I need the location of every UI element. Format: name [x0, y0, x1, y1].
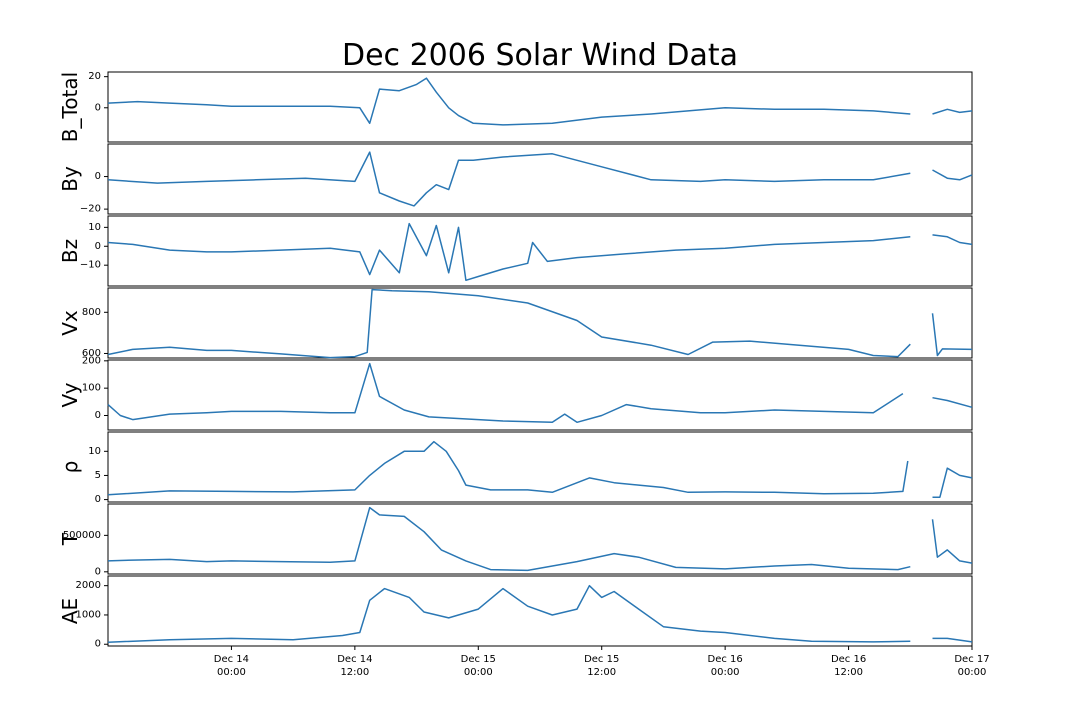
y-tick-label: −20	[80, 204, 101, 215]
plot-frame	[107, 71, 973, 143]
series-line-b	[932, 234, 973, 246]
x-tick-date: Dec 16	[831, 654, 866, 665]
panel-vy: Vy 0 100 200	[58, 355, 973, 431]
series-line-b	[932, 396, 973, 409]
panel-t: T 0 500000	[58, 503, 973, 577]
y-tick-label: 100	[82, 383, 101, 394]
series-line-b	[932, 467, 973, 498]
y-tick-label: 1000	[76, 609, 101, 620]
y-axis-label: Vy	[58, 382, 82, 407]
chart-title: Dec 2006 Solar Wind Data	[342, 38, 738, 73]
y-axis-label: B_Total	[58, 72, 82, 142]
y-tick-label: 0	[95, 410, 101, 421]
y-tick-label: 10	[88, 446, 101, 457]
y-axis-label: Bz	[58, 239, 82, 263]
x-tick-date: Dec 16	[708, 654, 743, 665]
panel-rho: ρ 0 5 10	[58, 431, 973, 505]
x-tick-time: 00:00	[958, 667, 987, 678]
series-line-a	[107, 77, 911, 126]
x-tick-date: Dec 15	[584, 654, 619, 665]
panel-ae: AE 0 1000 2000	[58, 575, 973, 650]
panel-by: By −20 0	[58, 143, 973, 215]
plot-frame	[107, 143, 973, 215]
plot-frame	[107, 359, 973, 431]
y-tick-label: 5	[95, 470, 101, 481]
x-tick-time: 00:00	[217, 667, 246, 678]
x-tick-time: 00:00	[464, 667, 493, 678]
y-axis-label: By	[58, 166, 82, 192]
series-line-a	[107, 222, 911, 282]
panel-b-total: B_Total 0 20	[58, 71, 973, 143]
series-line-b	[931, 519, 973, 564]
y-tick-label: 20	[88, 71, 101, 82]
y-tick-label: 600	[82, 348, 101, 359]
series-line-a	[107, 151, 911, 207]
y-tick-label: 0	[95, 102, 101, 113]
x-tick-date: Dec 14	[337, 654, 372, 665]
y-tick-label: 0	[95, 494, 101, 505]
x-tick-date: Dec 17	[954, 654, 989, 665]
y-tick-label: −10	[80, 260, 101, 271]
y-tick-label: 200	[82, 355, 101, 366]
series-line-a	[107, 506, 911, 572]
x-tick-time: 12:00	[587, 667, 616, 678]
series-line-b	[932, 169, 973, 181]
series-line-b	[931, 313, 973, 357]
x-axis: Dec 14 00:00 Dec 14 12:00 Dec 15 00:00 Dec 15 1…	[214, 646, 990, 678]
y-tick-label: 800	[82, 307, 101, 318]
y-tick-label: 0	[95, 171, 101, 182]
y-axis-label: T	[58, 532, 82, 546]
series-line-b	[932, 637, 973, 643]
plot-frame	[107, 503, 973, 575]
x-tick-date: Dec 14	[214, 654, 249, 665]
plot-frame	[107, 575, 973, 647]
y-tick-label: 0	[95, 241, 101, 252]
y-axis-label: AE	[58, 598, 82, 624]
x-tick-time: 12:00	[340, 667, 369, 678]
y-tick-label: 500000	[63, 530, 101, 541]
y-tick-label: 0	[95, 566, 101, 577]
y-tick-label: 2000	[76, 580, 101, 591]
x-tick-time: 00:00	[711, 667, 740, 678]
series-line-a	[107, 362, 904, 424]
series-line-a	[107, 440, 909, 496]
y-axis-label: Vx	[58, 310, 82, 336]
y-axis-label: ρ	[58, 461, 82, 474]
y-tick-label: 10	[88, 222, 101, 233]
plot-frame	[107, 215, 973, 287]
panel-vx: Vx 600 800	[58, 287, 973, 359]
series-line-b	[932, 108, 973, 115]
panel-bz: Bz−10 0 10	[58, 215, 973, 287]
panel-stack: B_Total 020By−200Bz−10010Vx600800Vy010020…	[58, 71, 973, 650]
plot-frame	[107, 287, 973, 359]
y-tick-label: 0	[95, 639, 101, 650]
x-tick-date: Dec 15	[461, 654, 496, 665]
x-tick-time: 12:00	[834, 667, 863, 678]
series-line-a	[107, 584, 911, 643]
series-line-a	[107, 288, 911, 359]
plot-frame	[107, 431, 973, 503]
